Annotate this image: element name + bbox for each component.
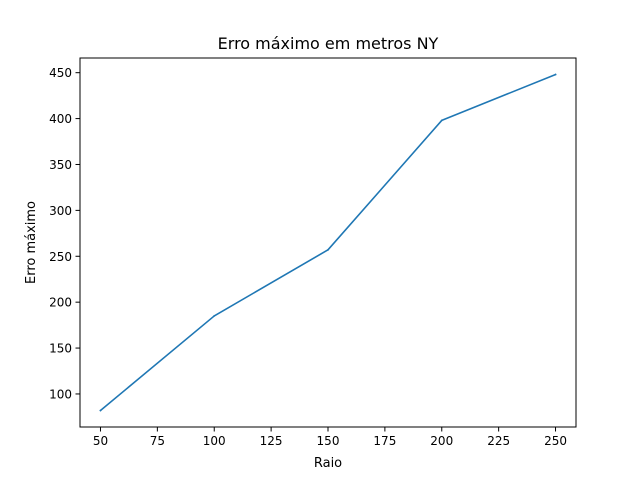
x-tick-label: 125 bbox=[260, 434, 283, 448]
x-tick-label: 200 bbox=[430, 434, 453, 448]
y-tick-label: 250 bbox=[49, 250, 72, 264]
data-point bbox=[99, 409, 102, 412]
plot-area: 50 75 100 125 150 175 200 225 250 100 150 200 250 30… bbox=[49, 57, 577, 448]
x-tick-label: 225 bbox=[487, 434, 510, 448]
data-point bbox=[327, 248, 329, 251]
y-tick-label: 450 bbox=[49, 66, 72, 80]
y-axis: 100 150 200 250 300 350 400 450 bbox=[49, 66, 80, 401]
y-tick-label: 400 bbox=[49, 112, 72, 126]
y-tick-label: 300 bbox=[49, 204, 72, 218]
x-tick-label: 175 bbox=[373, 434, 396, 448]
data-point bbox=[554, 73, 557, 76]
x-axis-label: Raio bbox=[314, 456, 342, 471]
x-tick-label: 150 bbox=[317, 434, 340, 448]
x-tick-label: 50 bbox=[93, 434, 108, 448]
y-tick-label: 100 bbox=[49, 387, 72, 401]
plot-frame bbox=[79, 57, 577, 428]
x-tick-label: 75 bbox=[150, 434, 165, 448]
series-layer bbox=[99, 73, 557, 412]
y-axis-label: Erro máximo bbox=[24, 201, 39, 284]
x-tick-label: 250 bbox=[544, 434, 567, 448]
data-point bbox=[440, 119, 443, 122]
y-tick-label: 150 bbox=[49, 342, 72, 356]
chart-title: Erro máximo em metros NY bbox=[218, 34, 439, 53]
y-tick-label: 200 bbox=[49, 296, 72, 310]
x-axis: 50 75 100 125 150 175 200 225 250 bbox=[93, 427, 567, 448]
data-point bbox=[213, 315, 216, 317]
y-tick-label: 350 bbox=[49, 158, 72, 172]
x-tick-label: 100 bbox=[203, 434, 226, 448]
